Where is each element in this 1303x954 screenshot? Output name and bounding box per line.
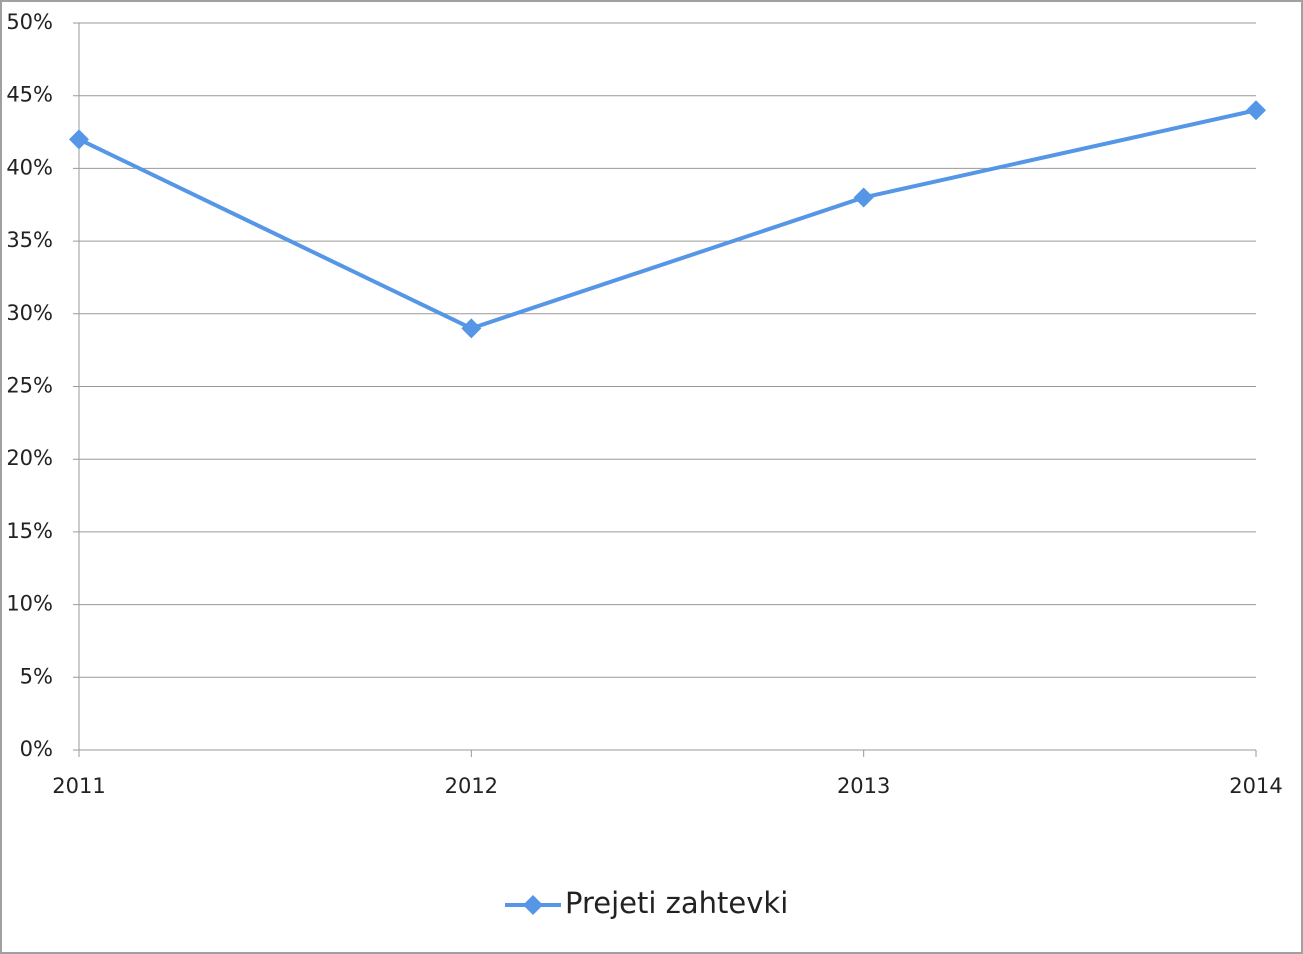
x-tick-label: 2012 xyxy=(445,774,498,798)
y-tick-label: 45% xyxy=(6,83,53,107)
x-tick-label: 2014 xyxy=(1229,774,1282,798)
y-tick-label: 5% xyxy=(20,664,53,688)
x-tick-label: 2011 xyxy=(52,774,105,798)
point xyxy=(853,187,874,208)
y-tick-label: 15% xyxy=(6,519,53,543)
y-tick-label: 40% xyxy=(6,155,53,179)
y-tick-label: 10% xyxy=(6,592,53,616)
y-tick-label: 35% xyxy=(6,228,53,252)
y-tick-label: 0% xyxy=(20,737,53,761)
y-tick-label: 25% xyxy=(6,374,53,398)
series-line xyxy=(78,108,1257,331)
y-tick-label: 20% xyxy=(6,446,53,470)
y-tick-label: 50% xyxy=(6,10,53,34)
point xyxy=(69,129,89,150)
x-tick-label: 2013 xyxy=(837,774,890,798)
legend-marker xyxy=(523,895,543,915)
legend-label: Prejeti zahtevki xyxy=(565,886,788,920)
point xyxy=(1246,100,1266,121)
y-tick-label: 30% xyxy=(6,301,53,325)
point xyxy=(461,318,482,339)
